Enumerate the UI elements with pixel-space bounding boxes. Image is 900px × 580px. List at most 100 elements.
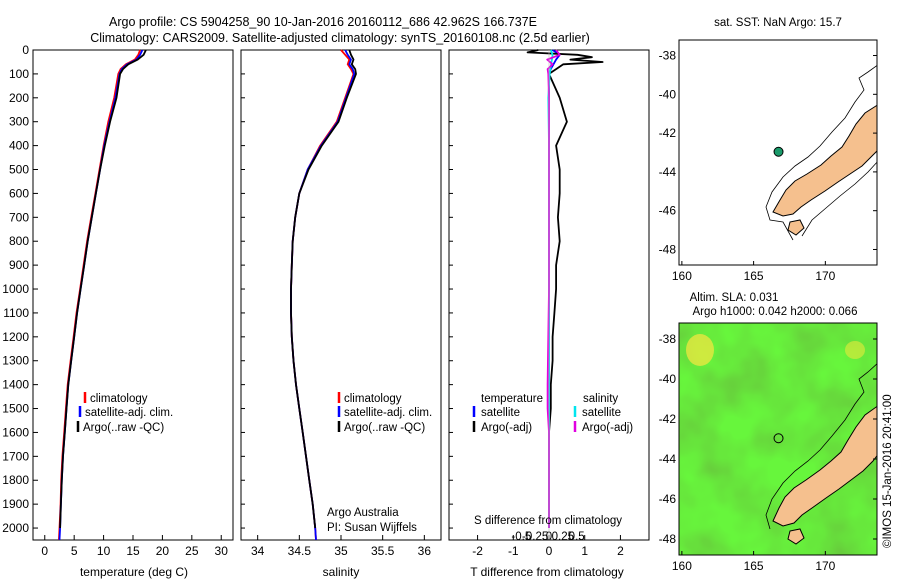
difference-s-tick-label: -0.25	[522, 531, 548, 543]
temperature-xtick-label: 30	[215, 544, 229, 558]
temperature-ytick-label: 200	[9, 91, 29, 105]
legend-label-climatology: climatology	[344, 393, 402, 405]
sla-map-high-anomaly	[845, 341, 865, 359]
salinity-axis-label: salinity	[323, 565, 360, 579]
difference-series-temperature-satellite	[548, 49, 561, 528]
legend-label-climatology: climatology	[90, 393, 148, 405]
difference-xtick-label: -2	[472, 544, 483, 558]
sst-float-marker	[773, 146, 784, 157]
pi-annotation: PI: Susan Wijffels	[327, 522, 417, 534]
sla-map-ytick-label: -46	[659, 492, 677, 506]
salinity-series-satellite-adj-clim-	[290, 49, 356, 541]
legend-label-satellite: satellite-adj. clim.	[344, 407, 432, 419]
temperature-ytick-label: 2000	[2, 521, 29, 535]
salinity-xtick-label: 34.5	[288, 544, 312, 558]
sla-map-ytick-label: -48	[659, 532, 677, 546]
temperature-ytick-label: 0	[22, 43, 29, 57]
copyright-credit: ©IMOS 15-Jan-2016 20:41:00	[882, 394, 894, 548]
temperature-ytick-label: 400	[9, 139, 29, 153]
legend-label-t-argo: Argo(-adj)	[481, 422, 532, 434]
temperature-ytick-label: 1100	[3, 306, 29, 320]
sla-map	[679, 323, 877, 555]
sst-map-island	[787, 219, 805, 236]
sst-map-frame	[678, 39, 878, 266]
sla-map-ytick-label: -44	[659, 452, 677, 466]
sla-float-marker	[773, 433, 784, 444]
difference-s-tick-label: 0.5	[569, 531, 585, 543]
legend-label-s-satellite: satellite	[582, 407, 621, 419]
legend-title-salinity: salinity	[583, 393, 618, 405]
sla-map-high-anomaly	[686, 334, 714, 366]
institution-annotation: Argo Australia	[327, 507, 399, 519]
sst-map-ytick-label: -48	[659, 242, 677, 256]
sla-map-xtick-label: 160	[672, 559, 692, 573]
difference-s-tick-label: -0.5	[511, 531, 531, 543]
salinity-xtick-label: 34	[251, 544, 265, 558]
t-difference-axis-label: T difference from climatology	[470, 565, 624, 579]
sla-map-axes: 160 165 170 -38 -40 -42 -44 -46 -48	[659, 332, 877, 573]
difference-chart: -2 -1 0 1 2-0.5-0.250 0.250.5	[449, 49, 624, 558]
sla-map-isobath	[765, 363, 877, 530]
salinity-legend: climatology satellite-adj. clim. Argo(..…	[337, 392, 432, 434]
temperature-ytick-label: 1300	[2, 354, 29, 368]
legend-label-argo: Argo(..raw -QC)	[344, 422, 425, 434]
sla-map-ytick-label: -40	[659, 372, 677, 386]
sst-map-isobath-east	[801, 161, 877, 237]
temperature-ytick-label: 1600	[2, 425, 29, 439]
salinity-series-argo-raw-qc-	[290, 49, 357, 529]
salinity-xtick-label: 35	[334, 544, 348, 558]
sla-map-xtick-label: 170	[815, 559, 835, 573]
legend-label-satellite: satellite-adj. clim.	[85, 407, 173, 419]
sst-map-ytick-label: -38	[659, 49, 677, 63]
temperature-ytick-label: 1000	[2, 282, 29, 296]
temperature-xtick-label: 25	[185, 544, 199, 558]
sst-map-ytick-label: -40	[659, 87, 677, 101]
temperature-ytick-label: 600	[9, 186, 29, 200]
temperature-ytick-label: 1800	[2, 473, 29, 487]
temperature-ytick-label: 1400	[2, 378, 29, 392]
temperature-series-satellite-adj-clim-	[58, 49, 144, 541]
difference-xtick-label: 2	[617, 544, 624, 558]
temperature-xtick-label: 5	[71, 544, 78, 558]
temperature-ytick-label: 300	[9, 115, 29, 129]
difference-legend: temperature salinity satellite Argo(-adj…	[472, 393, 633, 434]
temperature-ytick-label: 500	[9, 163, 29, 177]
sla-map-ytick-label: -38	[659, 332, 677, 346]
sst-map-isobath	[765, 64, 877, 241]
s-difference-axis-label: S difference from climatology	[474, 515, 622, 527]
sla-map-subtitle: Argo h1000: 0.042 h2000: 0.066	[693, 306, 858, 318]
salinity-xtick-label: 35.5	[371, 544, 395, 558]
sst-map-ytick-label: -42	[659, 126, 677, 140]
legend-label-s-argo: Argo(-adj)	[582, 422, 633, 434]
sla-map-ytick-label: -42	[659, 412, 677, 426]
temperature-ytick-label: 1900	[2, 497, 29, 511]
temperature-ytick-label: 100	[9, 67, 29, 81]
temperature-axis-label: temperature (deg C)	[80, 565, 188, 579]
difference-xtick-label: 1	[581, 544, 588, 558]
sst-map-xtick-label: 170	[815, 269, 835, 283]
title-line-2: Climatology: CARS2009. Satellite-adjuste…	[90, 31, 590, 45]
legend-label-t-satellite: satellite	[481, 407, 520, 419]
temperature-ytick-label: 1700	[2, 449, 29, 463]
sla-map-landmass	[772, 405, 877, 527]
difference-xtick-label: 0	[546, 544, 553, 558]
legend-label-argo: Argo(..raw -QC)	[83, 422, 164, 434]
temperature-chart: 0 5 10 15 20 25 300100200300400500600700800900…	[2, 43, 228, 558]
temperature-xtick-label: 15	[126, 544, 140, 558]
temperature-ytick-label: 1200	[2, 330, 29, 344]
legend-title-temperature: temperature	[481, 393, 543, 405]
salinity-panel-frame	[240, 49, 442, 541]
temperature-xtick-label: 10	[97, 544, 111, 558]
sst-map-ytick-label: -46	[659, 204, 677, 218]
temperature-ytick-label: 800	[9, 234, 29, 248]
temperature-xtick-label: 0	[41, 544, 48, 558]
difference-xtick-label: -1	[508, 544, 519, 558]
temperature-ytick-label: 1500	[2, 402, 29, 416]
temperature-legend: climatology satellite-adj. clim. Argo(..…	[76, 392, 173, 434]
temperature-series-argo-raw-qc-	[59, 49, 147, 529]
sst-map-ytick-label: -44	[659, 165, 677, 179]
sst-map-axes: 160 165 170 -38 -40 -42 -44 -46 -48	[659, 49, 877, 283]
sla-map-xtick-label: 165	[744, 559, 764, 573]
sst-map-title: sat. SST: NaN Argo: 15.7	[714, 17, 842, 29]
